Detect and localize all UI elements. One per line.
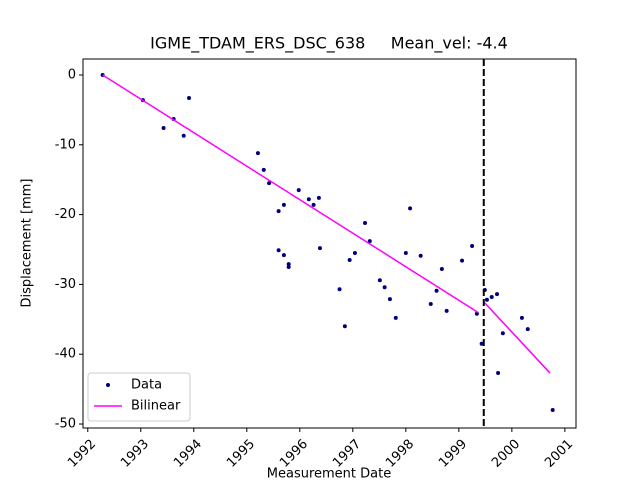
y-axis-label: Displacement [mm] bbox=[20, 179, 35, 308]
data-point bbox=[352, 250, 357, 255]
data-point bbox=[495, 292, 500, 297]
legend-label: Data bbox=[131, 378, 162, 393]
data-point bbox=[387, 297, 392, 302]
data-point bbox=[286, 262, 291, 267]
data-point bbox=[181, 133, 186, 138]
data-point bbox=[311, 202, 316, 207]
data-point bbox=[434, 288, 439, 293]
data-point bbox=[161, 126, 166, 131]
y-tick-label: -40 bbox=[55, 347, 76, 362]
y-tick-label: -30 bbox=[55, 277, 76, 292]
data-point bbox=[418, 253, 423, 258]
data-point bbox=[403, 250, 408, 255]
data-point bbox=[550, 408, 555, 413]
y-tick-label: -50 bbox=[55, 417, 76, 432]
data-point bbox=[474, 311, 479, 316]
data-point bbox=[519, 315, 524, 320]
y-tick-label: -20 bbox=[55, 207, 76, 222]
data-point bbox=[187, 96, 192, 101]
data-point bbox=[255, 151, 260, 156]
data-point bbox=[363, 220, 368, 225]
x-axis-label: Measurement Date bbox=[267, 467, 391, 480]
data-point bbox=[444, 308, 449, 313]
data-point bbox=[296, 188, 301, 193]
data-point bbox=[489, 294, 494, 299]
data-point bbox=[500, 331, 505, 336]
data-point bbox=[470, 244, 475, 249]
legend-label: Bilinear bbox=[131, 399, 181, 414]
data-point bbox=[317, 246, 322, 251]
data-point bbox=[281, 253, 286, 258]
data-point bbox=[261, 167, 266, 172]
plot-frame bbox=[82, 58, 577, 429]
data-point bbox=[382, 285, 387, 290]
legend-marker bbox=[106, 383, 110, 387]
data-point bbox=[377, 278, 382, 283]
data-point bbox=[306, 197, 311, 202]
data-point bbox=[496, 371, 501, 376]
data-point bbox=[276, 248, 281, 253]
data-point bbox=[281, 202, 286, 207]
y-tick-label: -10 bbox=[55, 137, 76, 152]
data-point bbox=[337, 287, 342, 292]
chart-title: IGME_TDAM_ERS_DSC_638 Mean_vel: -4.4 bbox=[150, 34, 508, 54]
data-point bbox=[460, 258, 465, 263]
y-tick-label: 0 bbox=[68, 67, 76, 82]
data-point bbox=[276, 209, 281, 214]
data-point bbox=[393, 315, 398, 320]
fit-line bbox=[102, 74, 551, 374]
data-point bbox=[525, 327, 530, 332]
data-point bbox=[408, 206, 413, 211]
data-point bbox=[484, 297, 489, 302]
data-point bbox=[286, 264, 291, 269]
data-point bbox=[479, 341, 484, 346]
data-point bbox=[439, 267, 444, 272]
data-point bbox=[428, 301, 433, 306]
data-point bbox=[267, 181, 272, 186]
data-point bbox=[367, 239, 372, 244]
legend-box bbox=[87, 372, 191, 422]
data-point bbox=[316, 195, 321, 200]
data-point bbox=[342, 324, 347, 329]
data-point bbox=[347, 257, 352, 262]
